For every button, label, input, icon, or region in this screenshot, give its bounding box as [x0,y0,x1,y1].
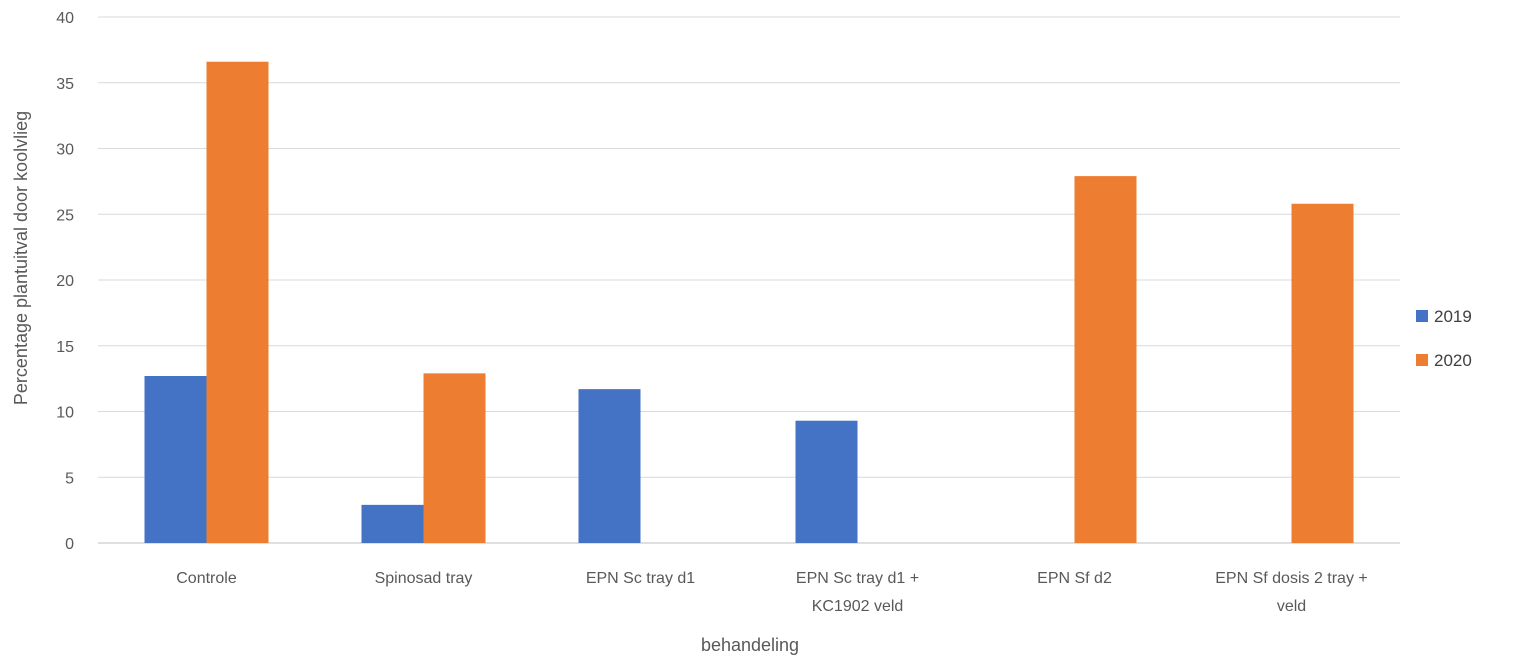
y-tick-label: 10 [56,405,74,422]
x-tick-label: EPN Sf d2 [1037,570,1112,587]
bar-2020-1 [423,373,486,543]
y-axis-ticks: 0 5 10 15 20 25 30 35 40 [56,10,74,553]
gridlines [98,16,1400,544]
bar-2020-4 [1074,176,1137,544]
bars [144,61,1354,544]
x-tick-label: Spinosad tray [375,570,473,587]
y-tick-label: 20 [56,273,74,290]
x-axis-ticks: Controle Spinosad tray EPN Sc tray d1 EPN S… [176,570,1368,615]
legend-swatch-2019 [1416,310,1428,322]
x-axis-label: behandeling [701,635,799,655]
bar-2019-1 [361,504,424,543]
x-tick-label: EPN Sc tray d1 [586,570,695,587]
y-axis-label: Percentage plantuitval door koolvlieg [11,111,31,405]
y-tick-label: 30 [56,142,74,159]
x-tick-label: Controle [176,570,237,587]
y-tick-label: 15 [56,339,74,356]
legend-label-2019: 2019 [1434,307,1472,326]
y-tick-label: 35 [56,76,74,93]
bar-2019-3 [795,420,858,543]
legend-label-2020: 2020 [1434,351,1472,370]
bar-2020-0 [206,61,269,544]
legend-swatch-2020 [1416,354,1428,366]
x-tick-label: EPN Sf dosis 2 tray + veld [1215,570,1368,615]
y-tick-label: 5 [65,470,74,487]
bar-2019-0 [144,375,207,543]
bar-2020-5 [1291,203,1354,544]
y-tick-label: 25 [56,207,74,224]
y-tick-label: 40 [56,10,74,27]
legend: 2019 2020 [1416,307,1472,370]
bar-2019-2 [578,389,641,543]
y-tick-label: 0 [65,536,74,553]
x-tick-label: EPN Sc tray d1 + KC1902 veld [796,570,919,615]
